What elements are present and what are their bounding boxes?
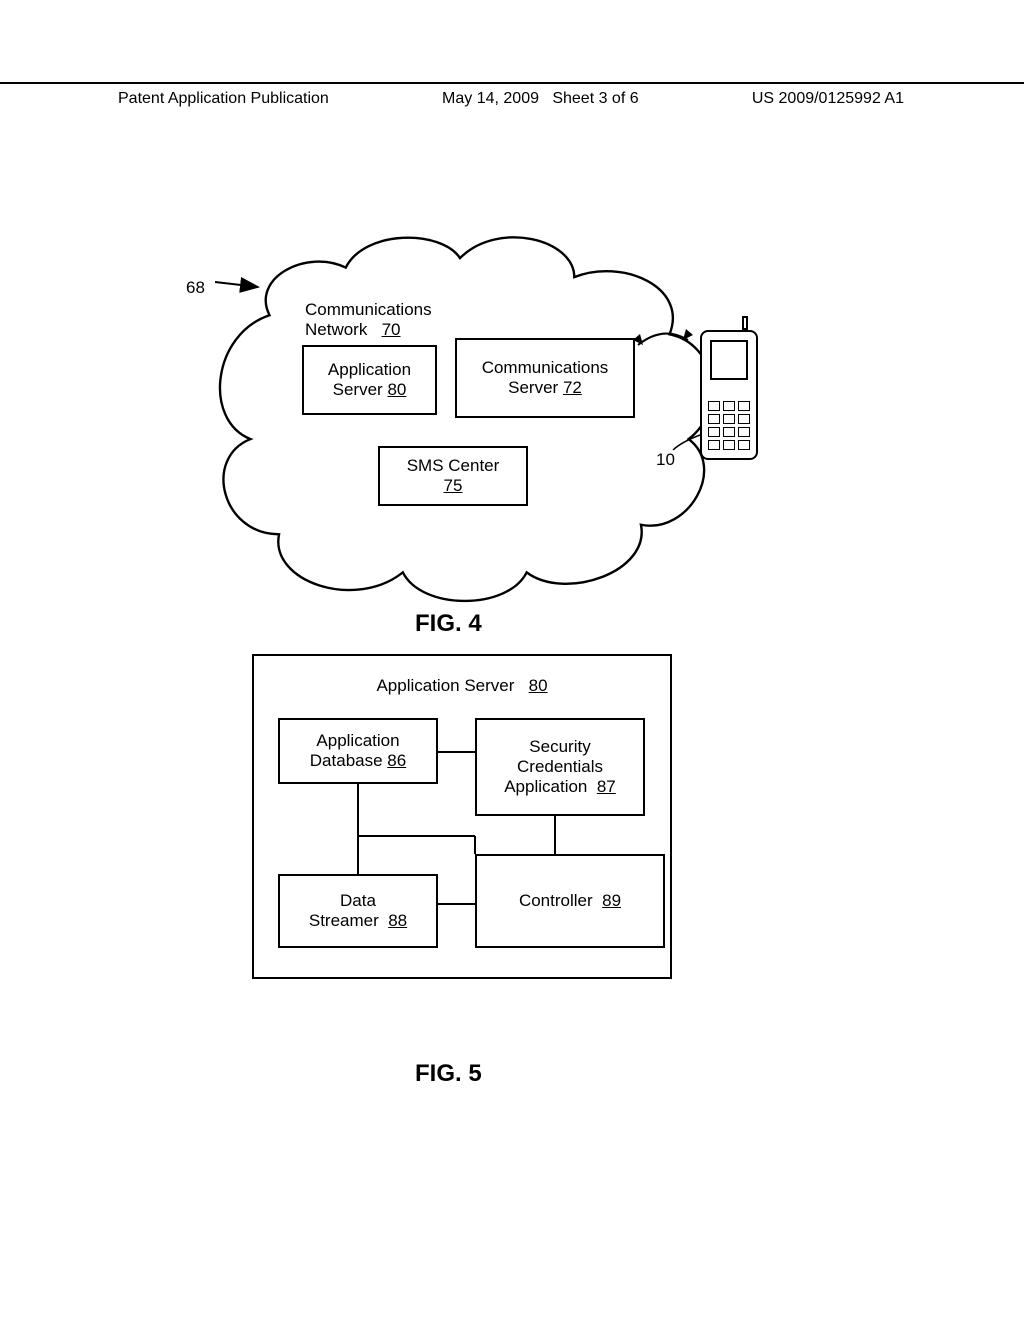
fig5-connectors — [0, 0, 1024, 1320]
fig5-label: FIG. 5 — [415, 1060, 482, 1088]
